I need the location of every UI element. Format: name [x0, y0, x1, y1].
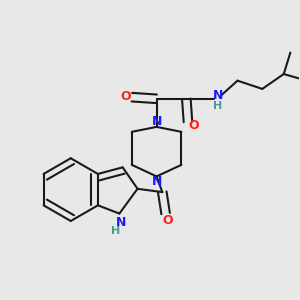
Text: O: O: [189, 119, 199, 132]
Text: N: N: [152, 116, 162, 128]
Text: N: N: [152, 175, 162, 188]
Text: H: H: [111, 226, 121, 236]
Text: O: O: [162, 214, 172, 227]
Text: H: H: [213, 101, 222, 111]
Text: N: N: [212, 89, 223, 102]
Text: N: N: [116, 216, 126, 229]
Text: O: O: [121, 90, 131, 103]
